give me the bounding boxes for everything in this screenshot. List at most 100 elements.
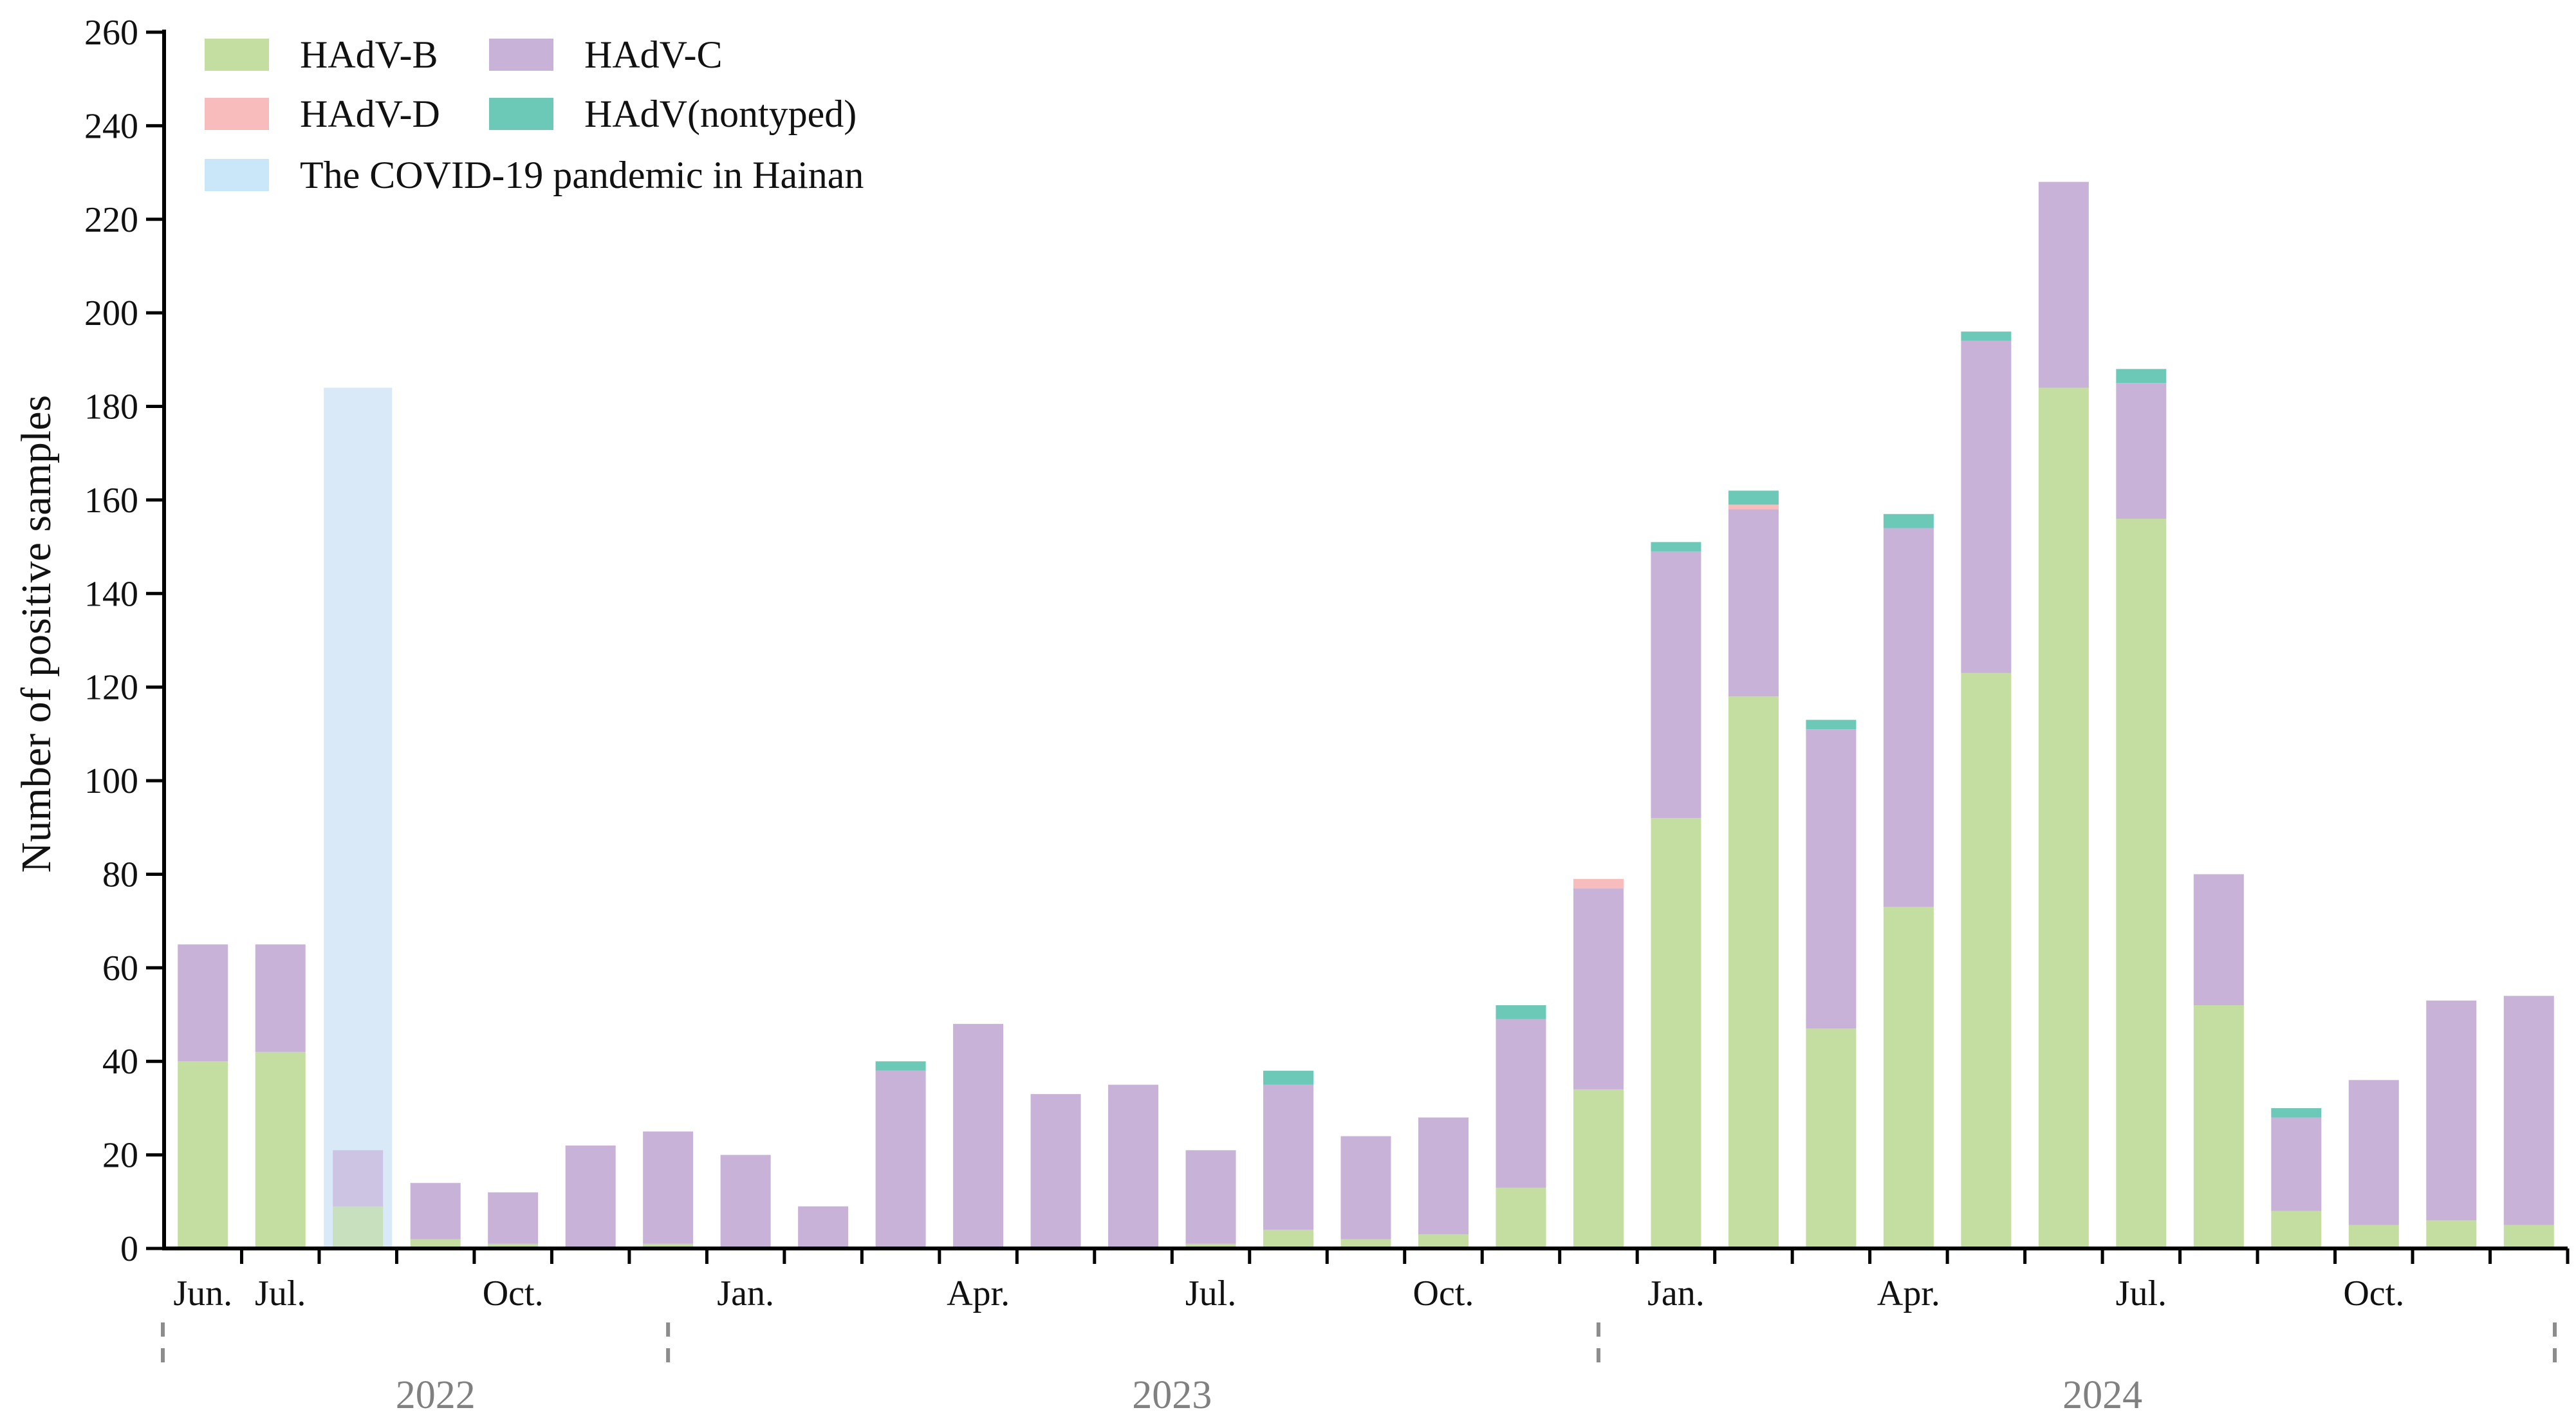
bar-hadv-c-2024-06 — [2038, 181, 2089, 388]
pandemic-highlight-overlay — [324, 387, 393, 1248]
legend-item-hadv-c: HAdV-C — [489, 33, 722, 76]
bar-stack-2024-12 — [2503, 996, 2554, 1248]
y-tick-label: 100 — [84, 761, 138, 801]
axes-layer — [162, 30, 2568, 1250]
bar-hadv-b-2024-05 — [1961, 672, 2012, 1248]
bar-stack-2023-10 — [1418, 1117, 1469, 1248]
y-ticks-layer: 0 20 40 60 80 100 120 140 160 180 200 220 240 260 — [84, 13, 164, 1269]
bar-stack-2024-06 — [2038, 181, 2089, 1248]
legend-swatch — [205, 39, 269, 71]
x-tick-label: Jul. — [255, 1274, 306, 1313]
y-tick-label: 200 — [84, 293, 138, 333]
bar-hadv-c-2023-06 — [1108, 1084, 1159, 1248]
bar-stack-2023-05 — [1030, 1094, 1081, 1248]
bar-stack-2022-08 — [324, 387, 393, 1248]
x-tick-label: Jan. — [1647, 1274, 1705, 1313]
y-axis-label: Number of positive samples — [13, 395, 60, 873]
x-tick-label: Oct. — [483, 1274, 544, 1313]
bar-hadv-b-2022-08 — [333, 1206, 384, 1248]
bar-stack-2023-03 — [875, 1061, 926, 1248]
bar-stack-2023-04 — [953, 1024, 1004, 1248]
bar-hadv-c-2023-02 — [798, 1206, 849, 1248]
legend-swatch — [489, 98, 553, 130]
bar-hadv-c-2023-07 — [1185, 1150, 1236, 1244]
legend-item-hadv-nontyped: HAdV(nontyped) — [489, 93, 857, 135]
y-tick-label: 120 — [84, 668, 138, 708]
bar-stack-2024-10 — [2348, 1080, 2399, 1248]
bar-hadv-b-2022-10 — [488, 1243, 539, 1248]
bar-hadv-b-2022-07 — [255, 1052, 306, 1248]
year-label: 2023 — [1132, 1373, 1212, 1417]
legend-swatch — [489, 39, 553, 71]
bar-hadv-nontyped-2024-09 — [2271, 1108, 2322, 1118]
pandemic-highlight-layer — [324, 387, 393, 1248]
bar-hadv-nontyped-2023-08 — [1263, 1070, 1314, 1085]
bar-hadv-c-2022-09 — [410, 1183, 461, 1239]
y-tick-label: 40 — [102, 1042, 138, 1082]
bar-hadv-c-2023-08 — [1263, 1084, 1314, 1230]
y-tick-label: 260 — [84, 13, 138, 53]
bar-stack-2024-01 — [1651, 542, 1701, 1248]
bar-stack-2023-02 — [798, 1206, 849, 1248]
bar-hadv-d-2023-12 — [1573, 878, 1624, 889]
bar-hadv-nontyped-2023-11 — [1496, 1005, 1546, 1019]
x-ticks-layer: Jun. Jul. Oct. Jan. Apr. Jul. Oct. Jan. Apr. Jul.… — [173, 1248, 2570, 1313]
bar-hadv-d-2024-02 — [1728, 505, 1779, 510]
legend-label: HAdV(nontyped) — [584, 93, 857, 135]
bar-stack-2022-12 — [643, 1131, 694, 1248]
bar-hadv-c-2022-10 — [488, 1192, 539, 1244]
bar-hadv-nontyped-2024-01 — [1651, 542, 1701, 552]
bar-hadv-b-2024-04 — [1883, 907, 1934, 1248]
bar-stack-2024-11 — [2426, 1000, 2477, 1248]
y-tick-label: 20 — [102, 1136, 138, 1176]
bar-hadv-b-2024-06 — [2038, 387, 2089, 1248]
legend-item-the-covid-19-pandemic-in-hainan: The COVID-19 pandemic in Hainan — [205, 154, 864, 196]
bar-hadv-c-2022-11 — [565, 1145, 616, 1248]
bar-stack-2023-12 — [1573, 878, 1624, 1248]
y-tick-label: 180 — [84, 387, 138, 427]
y-tick-label: 160 — [84, 481, 138, 521]
pandemic-highlight-band — [324, 387, 393, 1248]
bar-hadv-b-2024-10 — [2348, 1225, 2399, 1248]
x-tick-label: Apr. — [947, 1274, 1010, 1313]
bar-hadv-c-2024-11 — [2426, 1000, 2477, 1221]
bar-stack-2024-03 — [1806, 719, 1857, 1248]
bar-hadv-c-2024-09 — [2271, 1117, 2322, 1211]
bar-stack-2022-07 — [255, 944, 306, 1248]
bar-hadv-c-2022-12 — [643, 1131, 694, 1244]
y-tick-label: 240 — [84, 106, 138, 146]
bar-stack-2023-09 — [1340, 1136, 1391, 1248]
x-tick-label: Oct. — [2343, 1274, 2404, 1313]
bar-hadv-b-2023-09 — [1340, 1239, 1391, 1248]
bar-hadv-b-2023-07 — [1185, 1243, 1236, 1248]
legend-swatch — [205, 159, 269, 191]
bar-hadv-b-2022-09 — [410, 1239, 461, 1248]
bar-hadv-nontyped-2024-05 — [1961, 331, 2012, 341]
legend-swatch — [205, 98, 269, 130]
bar-hadv-b-2023-10 — [1418, 1234, 1469, 1248]
bar-hadv-c-2023-03 — [875, 1070, 926, 1248]
year-axis-layer: 2022 2023 2024 — [161, 1322, 2557, 1417]
bar-hadv-b-2024-12 — [2503, 1225, 2554, 1248]
bar-stack-2024-04 — [1883, 514, 1934, 1248]
bar-hadv-c-2023-04 — [953, 1024, 1004, 1248]
bar-stack-2022-11 — [565, 1145, 616, 1248]
bar-hadv-c-2024-07 — [2116, 383, 2167, 519]
bars-layer — [178, 181, 2554, 1248]
bar-stack-2023-06 — [1108, 1084, 1159, 1248]
year-label: 2022 — [396, 1373, 476, 1417]
bar-hadv-nontyped-2023-03 — [875, 1061, 926, 1071]
bar-hadv-c-2023-10 — [1418, 1117, 1469, 1235]
legend: HAdV-B HAdV-C HAdV-D HAdV(nontyped) The COVI… — [205, 33, 864, 196]
bar-hadv-c-2023-05 — [1030, 1094, 1081, 1248]
bar-stack-2024-09 — [2271, 1108, 2322, 1248]
bar-hadv-c-2024-12 — [2503, 996, 2554, 1225]
bar-stack-2024-07 — [2116, 369, 2167, 1248]
bar-stack-2023-11 — [1496, 1005, 1546, 1248]
bar-hadv-c-2023-11 — [1496, 1019, 1546, 1188]
y-tick-label: 220 — [84, 200, 138, 240]
bar-hadv-c-2024-05 — [1961, 340, 2012, 673]
x-tick-label: Oct. — [1413, 1274, 1474, 1313]
